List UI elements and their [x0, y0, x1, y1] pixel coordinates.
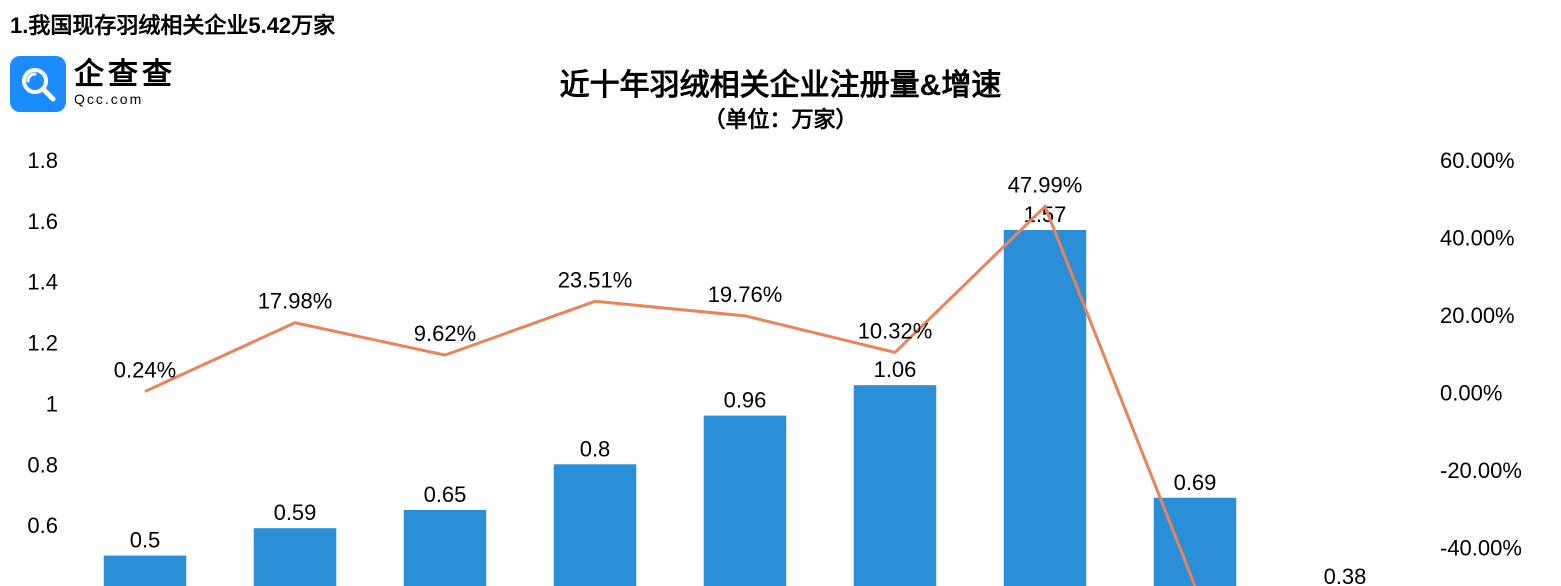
- bar-value-label: 0.59: [274, 500, 317, 525]
- bar-value-label: 1.06: [874, 357, 917, 382]
- bar-value-label: 0.65: [424, 482, 467, 507]
- growth-label: 19.76%: [708, 282, 783, 307]
- bar: [104, 556, 187, 586]
- growth-label: 47.99%: [1008, 173, 1083, 198]
- growth-label: 0.24%: [114, 357, 176, 382]
- bar: [254, 528, 337, 586]
- growth-label: 9.62%: [414, 321, 476, 346]
- svg-text:1.8: 1.8: [27, 148, 58, 173]
- bar: [704, 416, 787, 586]
- growth-label: 17.98%: [258, 289, 333, 314]
- svg-text:1.2: 1.2: [27, 331, 58, 356]
- bar-value-label: 0.96: [724, 388, 767, 413]
- svg-text:0.8: 0.8: [27, 452, 58, 477]
- growth-label: 23.51%: [558, 267, 633, 292]
- svg-text:1.6: 1.6: [27, 209, 58, 234]
- combo-chart: 0.6 0.8 1 1.2 1.4 1.6 1.8 -40.00% -20.00% 0.00% 20…: [0, 0, 1561, 586]
- svg-text:20.00%: 20.00%: [1440, 303, 1515, 328]
- bar-value-label: 0.8: [580, 436, 611, 461]
- bar-value-label: 0.5: [130, 528, 161, 553]
- growth-label: 10.32%: [858, 318, 933, 343]
- page-root: 1.我国现存羽绒相关企业5.42万家 企查查 Qcc.com 近十年羽绒相关企业…: [0, 0, 1561, 586]
- svg-text:60.00%: 60.00%: [1440, 148, 1515, 173]
- bar: [854, 385, 937, 586]
- svg-text:-20.00%: -20.00%: [1440, 458, 1522, 483]
- bar: [404, 510, 487, 586]
- svg-text:0.6: 0.6: [27, 513, 58, 538]
- svg-text:1: 1: [46, 391, 58, 416]
- svg-text:0.00%: 0.00%: [1440, 380, 1502, 405]
- svg-text:1.4: 1.4: [27, 270, 58, 295]
- svg-text:-40.00%: -40.00%: [1440, 535, 1522, 560]
- bar-value-label: 0.38: [1324, 564, 1367, 586]
- bar: [554, 464, 637, 586]
- bar-value-label: 0.69: [1174, 470, 1217, 495]
- svg-text:40.00%: 40.00%: [1440, 225, 1515, 250]
